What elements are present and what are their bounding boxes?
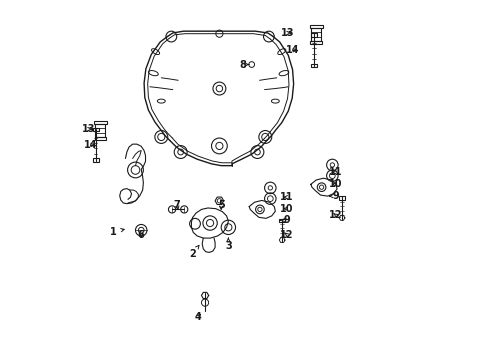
- Bar: [94, 137, 106, 140]
- Text: 4: 4: [194, 312, 201, 322]
- Text: 13: 13: [81, 124, 95, 134]
- Text: 10: 10: [280, 204, 293, 214]
- Bar: [279, 219, 285, 222]
- Text: 14: 14: [83, 140, 97, 150]
- Text: 10: 10: [328, 179, 342, 189]
- Text: 9: 9: [280, 215, 289, 225]
- Text: 6: 6: [138, 230, 144, 239]
- Bar: [310, 64, 316, 67]
- Text: 13: 13: [280, 28, 294, 38]
- Bar: [93, 158, 99, 162]
- Text: 11: 11: [280, 192, 293, 202]
- Bar: [309, 25, 322, 28]
- Bar: [93, 128, 99, 131]
- Bar: [310, 41, 321, 44]
- Text: 11: 11: [328, 167, 342, 177]
- Bar: [310, 33, 316, 37]
- Bar: [339, 196, 344, 200]
- Text: 1: 1: [110, 227, 124, 237]
- Text: 9: 9: [329, 191, 339, 201]
- Text: 12: 12: [328, 210, 342, 220]
- Text: 12: 12: [280, 230, 293, 239]
- Bar: [94, 121, 106, 124]
- Text: 8: 8: [239, 59, 248, 69]
- Text: 2: 2: [189, 246, 199, 258]
- Text: 5: 5: [217, 200, 224, 210]
- Text: 14: 14: [285, 45, 299, 55]
- Text: 3: 3: [224, 238, 231, 251]
- Text: 7: 7: [173, 200, 180, 210]
